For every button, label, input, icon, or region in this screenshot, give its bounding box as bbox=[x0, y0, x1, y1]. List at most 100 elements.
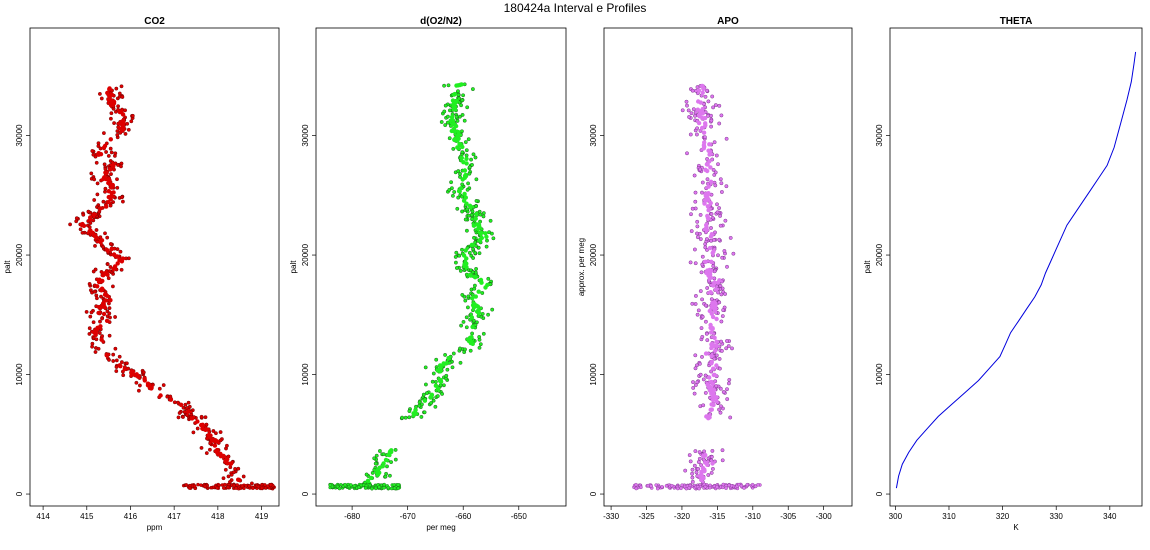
data-point bbox=[80, 221, 85, 227]
data-point bbox=[713, 183, 718, 188]
data-point bbox=[452, 107, 458, 112]
data-point bbox=[470, 270, 475, 275]
data-point bbox=[457, 253, 462, 258]
data-point bbox=[123, 108, 128, 113]
data-point bbox=[438, 383, 443, 388]
data-point bbox=[717, 407, 721, 412]
data-point bbox=[721, 308, 726, 312]
data-point bbox=[99, 286, 105, 291]
data-point bbox=[241, 474, 246, 479]
data-point bbox=[693, 110, 698, 115]
data-point bbox=[231, 470, 236, 475]
data-point bbox=[471, 247, 475, 252]
data-point bbox=[470, 331, 474, 336]
data-point bbox=[708, 322, 713, 328]
data-point bbox=[444, 373, 449, 378]
data-point bbox=[715, 210, 720, 215]
data-point bbox=[669, 483, 674, 488]
panel-4: THETA 300 310 320 330 340 K 0 10000 20000 30000 pal… bbox=[863, 16, 1143, 532]
data-point bbox=[724, 136, 729, 141]
data-point bbox=[423, 365, 428, 370]
data-point bbox=[256, 484, 261, 489]
data-point bbox=[176, 415, 181, 420]
data-point bbox=[690, 475, 695, 480]
data-point bbox=[456, 132, 461, 137]
data-point bbox=[489, 231, 494, 236]
data-point bbox=[433, 404, 438, 409]
data-point bbox=[478, 212, 483, 217]
data-point bbox=[709, 353, 714, 359]
data-point bbox=[472, 275, 478, 280]
data-point bbox=[453, 254, 458, 259]
data-point bbox=[467, 272, 473, 277]
data-point bbox=[469, 335, 474, 340]
data-point bbox=[700, 314, 705, 319]
data-point bbox=[105, 90, 110, 96]
data-point bbox=[429, 393, 434, 398]
data-point bbox=[656, 486, 660, 491]
data-point bbox=[745, 482, 750, 487]
data-point bbox=[714, 353, 719, 358]
data-point bbox=[134, 372, 139, 377]
data-point bbox=[705, 286, 710, 290]
data-point bbox=[698, 237, 703, 242]
data-point bbox=[207, 434, 212, 439]
y-tick-label: 0 bbox=[875, 491, 884, 496]
data-point bbox=[130, 113, 135, 118]
data-point bbox=[685, 151, 689, 156]
data-point bbox=[711, 105, 715, 110]
data-point bbox=[108, 146, 113, 151]
data-point bbox=[114, 86, 119, 91]
data-point bbox=[120, 95, 125, 99]
data-point bbox=[476, 245, 481, 250]
data-point bbox=[705, 88, 709, 93]
data-point bbox=[723, 292, 727, 296]
data-point bbox=[370, 486, 374, 491]
data-point bbox=[103, 231, 107, 236]
data-point bbox=[477, 335, 482, 339]
data-point bbox=[703, 94, 708, 99]
data-point bbox=[680, 108, 685, 113]
data-point bbox=[106, 153, 111, 158]
data-point bbox=[121, 199, 125, 204]
data-point bbox=[714, 339, 719, 344]
data-point bbox=[693, 247, 697, 252]
data-point bbox=[461, 253, 467, 258]
data-point bbox=[165, 394, 170, 399]
data-point bbox=[461, 93, 465, 98]
data-point bbox=[460, 98, 465, 103]
panel-title: CO2 bbox=[144, 16, 165, 27]
data-point bbox=[467, 250, 472, 255]
data-point bbox=[446, 355, 451, 361]
data-point bbox=[221, 486, 226, 490]
data-point bbox=[251, 486, 255, 490]
x-axis-label: ppm bbox=[147, 523, 163, 532]
data-point bbox=[750, 482, 755, 487]
data-point bbox=[694, 293, 698, 298]
data-point bbox=[89, 171, 94, 176]
data-point bbox=[115, 261, 120, 266]
data-point bbox=[708, 483, 712, 488]
data-point bbox=[709, 297, 714, 302]
data-point bbox=[111, 352, 116, 357]
data-point bbox=[693, 261, 698, 266]
data-point bbox=[460, 182, 465, 187]
data-point bbox=[111, 252, 117, 257]
data-point bbox=[701, 146, 706, 151]
data-point bbox=[711, 372, 716, 378]
data-point bbox=[445, 120, 450, 125]
data-point bbox=[208, 441, 213, 446]
data-point bbox=[700, 190, 704, 195]
data-point bbox=[104, 204, 109, 209]
data-point bbox=[693, 449, 698, 453]
data-point bbox=[104, 150, 109, 154]
data-point bbox=[108, 242, 113, 246]
data-point bbox=[460, 247, 464, 252]
data-point bbox=[448, 118, 453, 123]
data-point bbox=[96, 144, 101, 149]
data-point bbox=[708, 200, 713, 206]
data-point bbox=[464, 161, 469, 166]
data-point bbox=[456, 89, 460, 94]
data-point bbox=[463, 217, 468, 222]
data-point bbox=[463, 140, 468, 145]
